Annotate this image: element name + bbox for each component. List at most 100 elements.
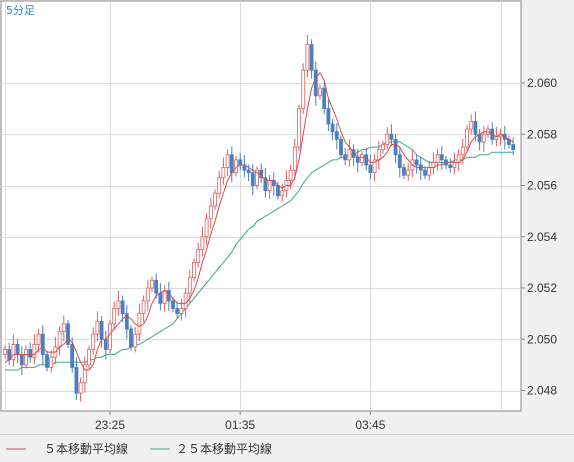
candle-body [112, 308, 117, 325]
candle-body [179, 308, 184, 315]
y-tick-label: 2.048 [527, 384, 557, 398]
candle-body [200, 236, 205, 250]
candle-body [246, 169, 251, 174]
candle-body [427, 167, 432, 176]
candle-body [465, 128, 469, 148]
candle-body [57, 331, 62, 348]
candle-body [108, 323, 112, 350]
legend-label-ma25: ２５本移動平均線 [176, 441, 272, 456]
candle-body [423, 169, 427, 176]
candle-body [133, 333, 138, 348]
candle-body [385, 133, 390, 145]
plot-area [0, 0, 522, 412]
candle-body [393, 138, 398, 156]
y-tick-label: 2.054 [527, 230, 557, 244]
candle-body [435, 154, 440, 163]
candle-body [192, 261, 196, 279]
candle-body [74, 367, 79, 394]
candle-body [183, 292, 188, 309]
candle-body [171, 300, 175, 309]
candle-body [406, 169, 411, 176]
candle-body [305, 44, 310, 71]
candle-body [322, 87, 327, 110]
candle-body [355, 156, 360, 163]
candle-body [82, 364, 87, 384]
candle-body [24, 349, 28, 366]
candle-body [154, 279, 159, 294]
candle-body [150, 279, 154, 289]
candle-body [87, 349, 91, 366]
candle-body [225, 154, 230, 168]
candle-body [347, 149, 352, 161]
candle-body [40, 333, 45, 356]
candle-body [95, 320, 100, 335]
candle-body [397, 154, 402, 168]
candle-body [141, 300, 146, 315]
ma5-layer [4, 71, 514, 371]
candle-body [196, 249, 201, 263]
y-tick-label: 2.060 [527, 76, 557, 90]
candle-body [15, 343, 20, 356]
candle-body [217, 177, 222, 194]
x-tick-label: 03:45 [355, 418, 385, 432]
candle-body [511, 144, 516, 151]
candle-body [129, 328, 133, 348]
candle-body [326, 108, 331, 125]
candle-body [28, 349, 33, 358]
candle-body [297, 108, 301, 148]
candle-body [187, 277, 192, 294]
candle-body [66, 323, 70, 345]
candle-body [267, 179, 272, 192]
candle-body [61, 323, 66, 332]
candle-body [36, 333, 41, 345]
timeframe-label: 5分足 [6, 4, 35, 17]
candle-body [91, 333, 96, 350]
candle-body [276, 185, 280, 197]
y-tick-label: 2.056 [527, 179, 557, 193]
candle-body [263, 177, 268, 192]
candle-body [137, 313, 142, 335]
candle-body [339, 138, 343, 156]
candle-body [292, 146, 297, 171]
candle-body [229, 154, 234, 174]
candle-body [49, 356, 54, 368]
y-axis-ticks: 2.048 2.050 2.052 2.054 2.056 2.058 2.060 [521, 76, 557, 398]
candle-body [318, 87, 322, 97]
x-axis-ticks: 23:25 01:35 03:45 [95, 411, 386, 432]
candle-body [11, 343, 16, 361]
candle-body [439, 154, 444, 161]
candle-body [19, 354, 24, 366]
candle-body [343, 154, 348, 161]
candle-body [3, 349, 7, 356]
candle-body [124, 313, 129, 330]
candle-body [204, 218, 209, 238]
candle-body [360, 154, 364, 163]
candle-body [452, 162, 457, 168]
legend-label-ma5: ５本移動平均線 [44, 441, 128, 456]
x-tick-label: 01:35 [225, 418, 255, 432]
candle-body [250, 172, 255, 186]
legend: ５本移動平均線 ２５本移動平均線 [6, 441, 272, 456]
candle-body [376, 149, 381, 161]
candle-body [301, 69, 306, 110]
candle-body [460, 146, 465, 156]
candle-body [255, 169, 259, 186]
candle-body [288, 169, 293, 181]
ma5-line [4, 71, 514, 371]
candle-body [389, 133, 394, 140]
y-tick-label: 2.050 [527, 332, 557, 346]
candle-body [414, 159, 419, 166]
y-tick-label: 2.052 [527, 281, 557, 295]
candle-body [381, 144, 385, 151]
candle-body [78, 382, 83, 394]
candle-body [372, 159, 377, 174]
candle-body [330, 123, 335, 133]
x-tick-label: 23:25 [95, 418, 125, 432]
candle-body [280, 190, 285, 197]
candle-body [162, 290, 167, 304]
candle-body [469, 121, 474, 130]
grid [1, 1, 521, 411]
candle-body [234, 159, 238, 174]
candle-body [45, 354, 49, 368]
